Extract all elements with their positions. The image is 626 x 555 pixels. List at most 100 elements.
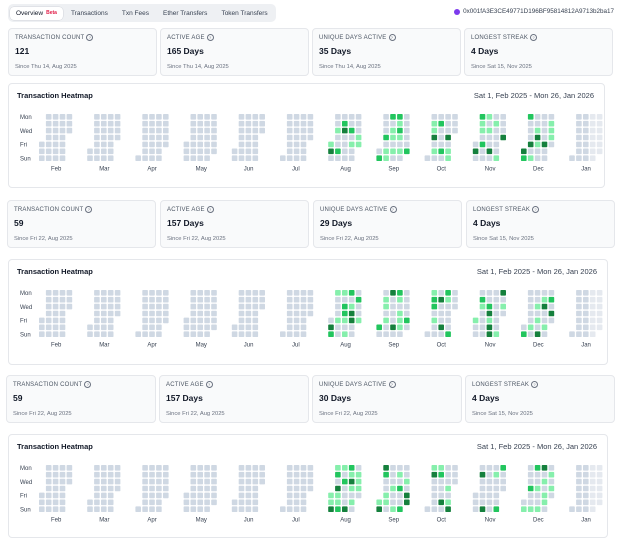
heatmap-cell[interactable] (431, 127, 438, 134)
heatmap-cell[interactable] (45, 114, 52, 120)
heatmap-cell[interactable] (472, 317, 479, 324)
heatmap-cell[interactable] (583, 296, 589, 303)
heatmap-cell[interactable] (300, 478, 307, 485)
heatmap-cell[interactable] (252, 155, 259, 161)
heatmap-cell[interactable] (52, 331, 59, 337)
heatmap-cell[interactable] (59, 331, 66, 337)
heatmap-cell[interactable] (156, 331, 162, 337)
heatmap-cell[interactable] (45, 485, 52, 492)
info-icon[interactable]: ? (530, 34, 538, 41)
heatmap-cell[interactable] (190, 499, 197, 506)
heatmap-cell[interactable] (348, 506, 355, 512)
heatmap-cell[interactable] (390, 296, 396, 303)
heatmap-cell[interactable] (390, 317, 396, 324)
heatmap-cell[interactable] (424, 155, 431, 161)
heatmap-cell[interactable] (163, 134, 169, 141)
heatmap-cell[interactable] (94, 148, 100, 155)
heatmap-cell[interactable] (107, 148, 114, 155)
heatmap-cell[interactable] (493, 120, 500, 127)
heatmap-cell[interactable] (114, 296, 121, 303)
heatmap-cell[interactable] (348, 324, 355, 331)
heatmap-cell[interactable] (163, 478, 169, 485)
heatmap-cell[interactable] (383, 141, 389, 148)
heatmap-cell[interactable] (527, 114, 534, 120)
info-icon[interactable]: ? (388, 34, 396, 41)
heatmap-cell[interactable] (245, 141, 252, 148)
heatmap-cell[interactable] (94, 120, 100, 127)
heatmap-cell[interactable] (397, 127, 403, 134)
heatmap-cell[interactable] (355, 310, 362, 317)
heatmap-cell[interactable] (300, 499, 307, 506)
heatmap-cell[interactable] (335, 290, 341, 296)
heatmap-cell[interactable] (500, 290, 506, 296)
heatmap-cell[interactable] (534, 120, 541, 127)
heatmap-cell[interactable] (541, 331, 548, 337)
heatmap-cell[interactable] (293, 148, 300, 155)
heatmap-cell[interactable] (204, 331, 210, 337)
heatmap-cell[interactable] (286, 296, 293, 303)
heatmap-cell[interactable] (252, 506, 259, 512)
heatmap-cell[interactable] (190, 127, 197, 134)
heatmap-cell[interactable] (107, 303, 114, 310)
heatmap-cell[interactable] (307, 120, 314, 127)
heatmap-cell[interactable] (583, 492, 589, 499)
heatmap-cell[interactable] (493, 148, 500, 155)
heatmap-cell[interactable] (238, 465, 245, 471)
heatmap-cell[interactable] (355, 465, 362, 471)
heatmap-cell[interactable] (479, 310, 486, 317)
heatmap-cell[interactable] (245, 148, 252, 155)
heatmap-cell[interactable] (204, 303, 210, 310)
heatmap-cell[interactable] (114, 127, 121, 134)
heatmap-cell[interactable] (204, 134, 210, 141)
heatmap-cell[interactable] (156, 148, 162, 155)
heatmap-cell[interactable] (39, 324, 45, 331)
heatmap-cell[interactable] (583, 114, 589, 120)
heatmap-cell[interactable] (52, 310, 59, 317)
heatmap-cell[interactable] (541, 506, 548, 512)
heatmap-cell[interactable] (197, 465, 203, 471)
heatmap-cell[interactable] (190, 303, 197, 310)
heatmap-cell[interactable] (59, 134, 66, 141)
heatmap-cell[interactable] (445, 155, 451, 161)
heatmap-cell[interactable] (383, 485, 389, 492)
heatmap-cell[interactable] (211, 303, 217, 310)
heatmap-cell[interactable] (245, 134, 252, 141)
heatmap-cell[interactable] (355, 303, 362, 310)
heatmap-cell[interactable] (59, 492, 66, 499)
heatmap-cell[interactable] (286, 324, 293, 331)
heatmap-cell[interactable] (183, 148, 190, 155)
heatmap-cell[interactable] (190, 478, 197, 485)
heatmap-cell[interactable] (101, 465, 107, 471)
heatmap-cell[interactable] (534, 310, 541, 317)
heatmap-cell[interactable] (87, 148, 93, 155)
heatmap-cell[interactable] (397, 499, 403, 506)
heatmap-cell[interactable] (156, 471, 162, 478)
heatmap-cell[interactable] (404, 478, 410, 485)
heatmap-cell[interactable] (252, 471, 259, 478)
heatmap-cell[interactable] (452, 127, 458, 134)
heatmap-cell[interactable] (39, 331, 45, 337)
heatmap-cell[interactable] (245, 114, 252, 120)
heatmap-cell[interactable] (404, 499, 410, 506)
heatmap-cell[interactable] (163, 310, 169, 317)
heatmap-cell[interactable] (486, 317, 493, 324)
heatmap-cell[interactable] (541, 303, 548, 310)
heatmap-cell[interactable] (197, 148, 203, 155)
heatmap-cell[interactable] (348, 114, 355, 120)
heatmap-cell[interactable] (107, 120, 114, 127)
heatmap-cell[interactable] (397, 134, 403, 141)
heatmap-cell[interactable] (534, 134, 541, 141)
heatmap-cell[interactable] (596, 148, 603, 155)
heatmap-cell[interactable] (300, 331, 307, 337)
heatmap-cell[interactable] (156, 120, 162, 127)
heatmap-cell[interactable] (190, 324, 197, 331)
heatmap-cell[interactable] (135, 506, 141, 512)
heatmap-cell[interactable] (293, 155, 300, 161)
heatmap-cell[interactable] (548, 310, 555, 317)
heatmap-cell[interactable] (541, 310, 548, 317)
heatmap-cell[interactable] (376, 506, 382, 512)
heatmap-cell[interactable] (541, 499, 548, 506)
heatmap-cell[interactable] (438, 114, 444, 120)
heatmap-cell[interactable] (541, 114, 548, 120)
heatmap-cell[interactable] (204, 499, 210, 506)
